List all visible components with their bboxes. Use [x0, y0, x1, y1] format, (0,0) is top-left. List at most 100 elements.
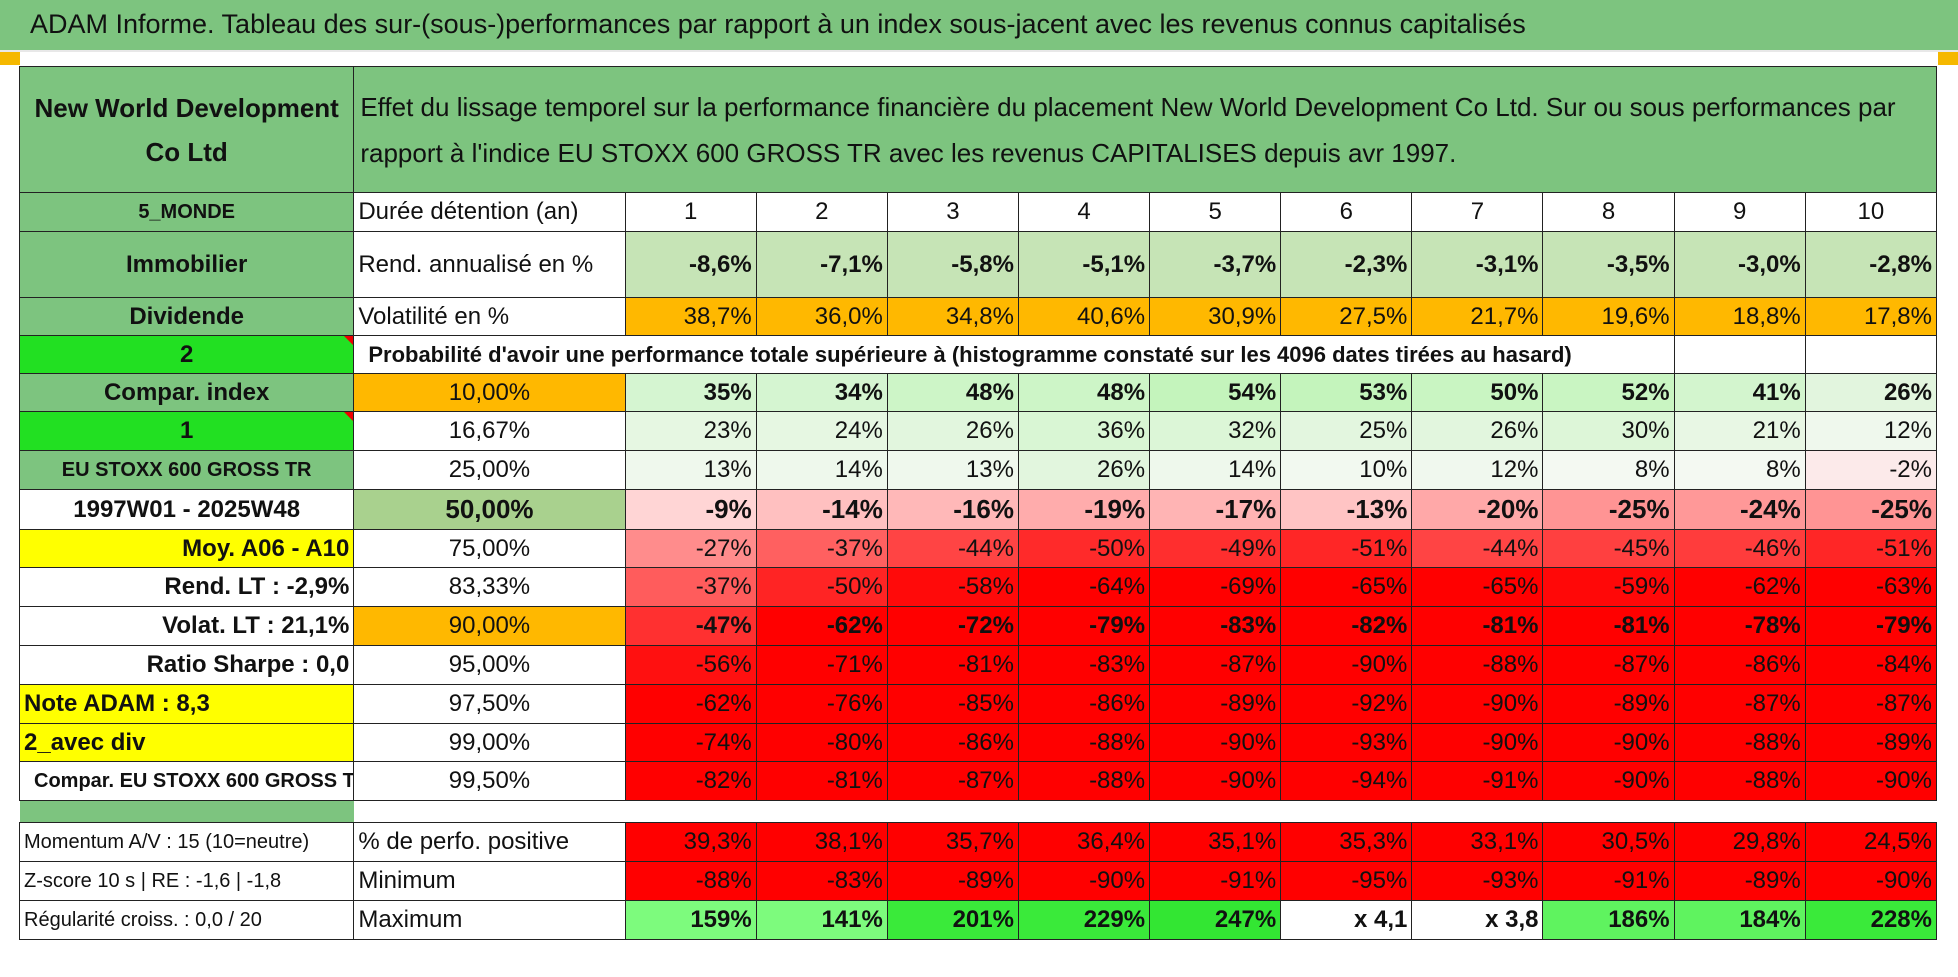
minimum-value: -90%	[1017, 861, 1151, 901]
quantile-value: -65%	[1280, 567, 1413, 607]
quantile-value: 35%	[624, 373, 757, 412]
quantile-row: Compar. index 10,00% 35% 34% 48% 48% 54% 53% 50…	[18, 373, 1938, 412]
rend-value: -2,3%	[1280, 231, 1413, 298]
year-header: 1	[624, 192, 757, 232]
perf-pos-value: 24,5%	[1804, 822, 1938, 862]
quantile-value: -80%	[755, 723, 888, 762]
quantile-value: -85%	[886, 684, 1019, 724]
quantile-value: -83%	[1017, 645, 1151, 685]
quantile-pct: 75,00%	[353, 529, 626, 568]
quantile-value: -74%	[624, 723, 757, 762]
quantile-value: -2%	[1804, 450, 1938, 490]
rend-value: -3,1%	[1411, 231, 1544, 298]
quantile-value: -72%	[886, 606, 1019, 646]
quantile-value: -17%	[1149, 489, 1282, 530]
year-header: 8	[1542, 192, 1675, 232]
quantile-pct: 99,00%	[353, 723, 626, 762]
quantile-value: -88%	[1017, 761, 1151, 801]
vol-value: 36,0%	[755, 297, 888, 336]
quantile-value: 10%	[1280, 450, 1413, 490]
perf-pos-value: 38,1%	[755, 822, 888, 862]
perf-pos-value: 33,1%	[1411, 822, 1544, 862]
minimum-value: -91%	[1149, 861, 1282, 901]
quantile-value: -13%	[1280, 489, 1413, 530]
period-label: 1997W01 - 2025W48	[18, 489, 355, 530]
avec-div-label: 2_avec div	[18, 723, 355, 762]
quantile-value: 23%	[624, 411, 757, 451]
maximum-value: 228%	[1804, 900, 1938, 940]
quantile-pct: 50,00%	[353, 489, 626, 530]
quantile-value: 14%	[1149, 450, 1282, 490]
year-header: 2	[755, 192, 888, 232]
quantile-value: -37%	[755, 529, 888, 568]
prob-label: Probabilité d'avoir une performance tota…	[353, 335, 1675, 374]
quantile-value: -94%	[1280, 761, 1413, 801]
index-name: EU STOXX 600 GROSS TR	[18, 450, 355, 490]
maximum-value: 141%	[755, 900, 888, 940]
quantile-value: -88%	[1673, 761, 1806, 801]
quantile-value: -71%	[755, 645, 888, 685]
description: Effet du lissage temporel sur la perform…	[353, 66, 1937, 193]
quantile-value: -44%	[886, 529, 1019, 568]
quantile-value: 50%	[1411, 373, 1544, 412]
quantile-row: Rend. LT : -2,9% 83,33% -37% -50% -58% -64% -…	[18, 567, 1938, 607]
quantile-pct: 83,33%	[353, 567, 626, 607]
empty-cell	[1673, 335, 1806, 374]
quantile-value: -64%	[1017, 567, 1151, 607]
moy-label: Moy. A06 - A10	[18, 529, 355, 568]
quantile-value: -90%	[1542, 723, 1675, 762]
minimum-value: -88%	[624, 861, 757, 901]
perf-pos-value: 35,7%	[886, 822, 1019, 862]
quantile-value: -88%	[1411, 645, 1544, 685]
regularite-label: Régularité croiss. : 0,0 / 20	[18, 900, 355, 940]
minimum-value: -83%	[755, 861, 888, 901]
quantile-value: -44%	[1411, 529, 1544, 568]
sharpe-label: Ratio Sharpe : 0,0	[18, 645, 355, 685]
quantile-value: -89%	[1149, 684, 1282, 724]
quantile-value: -87%	[1804, 684, 1938, 724]
quantile-value: -86%	[886, 723, 1019, 762]
rend-value: -3,7%	[1149, 231, 1282, 298]
quantile-value: -58%	[886, 567, 1019, 607]
year-header: 6	[1280, 192, 1413, 232]
vol-label: Volatilité en %	[353, 297, 626, 336]
quantile-value: -47%	[624, 606, 757, 646]
quantile-value: -25%	[1542, 489, 1675, 530]
year-header: 3	[886, 192, 1019, 232]
vol-row: Dividende Volatilité en % 38,7% 36,0% 34…	[18, 297, 1938, 336]
header-row: 5_MONDE Durée détention (an) 1 2 3 4 5 6…	[18, 192, 1938, 232]
quantile-value: -82%	[624, 761, 757, 801]
quantile-pct: 16,67%	[353, 411, 626, 451]
quantile-value: 12%	[1411, 450, 1544, 490]
quantile-value: -76%	[755, 684, 888, 724]
rend-value: -8,6%	[624, 231, 757, 298]
maximum-value: 247%	[1149, 900, 1282, 940]
minimum-row: Z-score 10 s | RE : -1,6 | -1,8 Minimum …	[18, 861, 1938, 901]
rend-value: -5,1%	[1017, 231, 1151, 298]
maximum-value: 201%	[886, 900, 1019, 940]
quantile-value: -56%	[624, 645, 757, 685]
quantile-value: 26%	[1804, 373, 1938, 412]
selector-cell-1[interactable]: 2	[18, 335, 355, 374]
sector-label: Immobilier	[18, 231, 355, 298]
quantile-value: -86%	[1017, 684, 1151, 724]
quantile-value: 52%	[1542, 373, 1675, 412]
quantile-value: 32%	[1149, 411, 1282, 451]
quantile-value: -81%	[1542, 606, 1675, 646]
maximum-value: 229%	[1017, 900, 1151, 940]
quantile-value: 41%	[1673, 373, 1806, 412]
selector-cell-2[interactable]: 1	[18, 411, 355, 451]
quantile-value: -27%	[624, 529, 757, 568]
rend-label: Rend. annualisé en %	[353, 231, 626, 298]
quantile-pct: 95,00%	[353, 645, 626, 685]
compar-full-label: Compar. EU STOXX 600 GROSS TR	[18, 761, 355, 801]
rend-value: -3,5%	[1542, 231, 1675, 298]
maximum-row: Régularité croiss. : 0,0 / 20 Maximum 15…	[18, 900, 1938, 940]
vol-value: 19,6%	[1542, 297, 1675, 336]
year-header: 7	[1411, 192, 1544, 232]
quantile-value: -78%	[1673, 606, 1806, 646]
quantile-value: -51%	[1280, 529, 1413, 568]
rend-value: -2,8%	[1804, 231, 1938, 298]
maximum-value: 159%	[624, 900, 757, 940]
perf-pos-row: Momentum A/V : 15 (10=neutre) % de perfo…	[18, 822, 1938, 862]
